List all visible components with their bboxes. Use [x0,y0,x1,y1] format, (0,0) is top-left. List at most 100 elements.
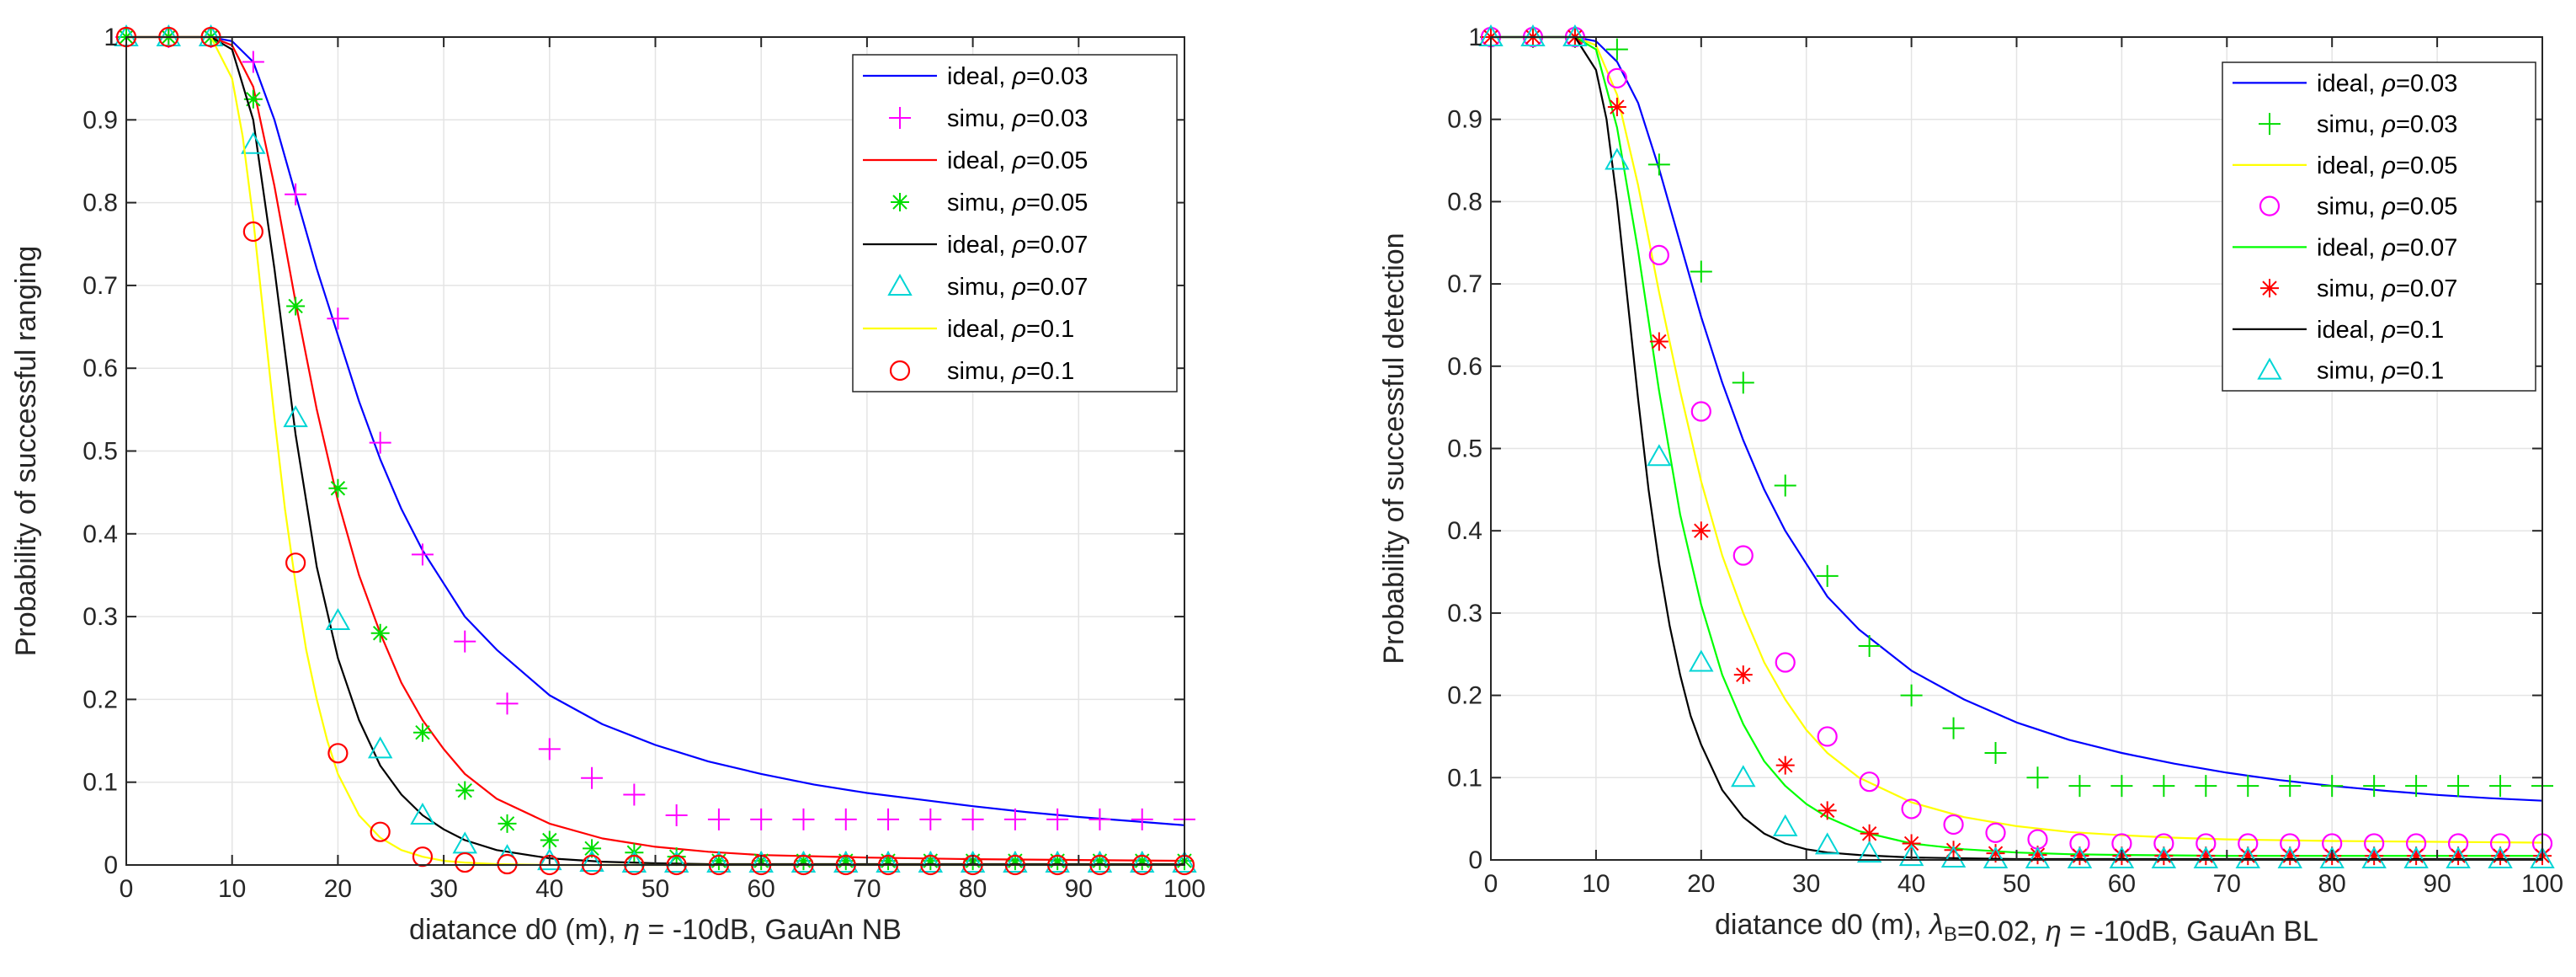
data-point-plus [1900,684,1923,707]
y-tick-label: 1 [1468,24,1482,51]
data-point-triangle [706,850,732,873]
y-tick-label: 0.4 [82,521,118,548]
data-point-circle [327,743,349,764]
legend-entry-label: simu, ρ=0.03 [2317,111,2457,138]
y-tick-label: 0.7 [82,272,118,300]
legend-marker-circle [889,360,911,382]
y-tick-label: 0.4 [1447,517,1482,545]
data-point-triangle [1087,850,1113,873]
data-point-plus [792,808,815,830]
x-tick-label: 0 [1484,870,1498,898]
data-point-plus [2363,775,2386,798]
y-axis-label: Probability of successful detection [1378,232,1410,664]
data-point-triangle [1689,649,1714,672]
y-tick-label: 0 [104,852,118,879]
data-point-triangle [2361,846,2387,869]
data-point-plus [2110,775,2133,798]
x-tick-label: 80 [959,875,987,903]
data-point-triangle [1983,846,2009,869]
y-tick-label: 0.1 [1447,764,1482,792]
data-point-circle [370,821,391,842]
data-point-triangle [283,405,308,428]
x-tick-label: 10 [218,875,246,903]
data-point-triangle [2193,846,2219,869]
y-tick-label: 0.8 [82,190,118,217]
data-point-plus [454,630,476,653]
y-tick-label: 0.2 [82,686,118,713]
data-point-triangle [1898,844,1924,867]
x-tick-label: 20 [1687,870,1715,898]
data-point-triangle [1003,850,1028,873]
data-point-triangle [2109,846,2135,869]
data-point-circle [1732,545,1754,566]
y-tick-label: 0.3 [1447,600,1482,627]
data-point-asterisk [2365,846,2384,866]
data-point-triangle [876,850,901,873]
data-point-asterisk [1691,521,1711,541]
legend-entry-label: ideal, ρ=0.1 [947,316,1074,343]
data-point-plus [1774,474,1796,497]
legend-entry-label: simu, ρ=0.07 [947,274,1088,301]
data-point-circle [1901,798,1922,820]
x-tick-label: 50 [641,875,669,903]
series-line [126,35,1185,826]
data-point-circle [1690,401,1711,422]
data-point-asterisk [879,852,898,871]
data-point-asterisk [836,852,855,871]
data-point-plus [1647,153,1670,176]
y-tick-label: 0.6 [82,355,118,382]
data-point-plus [1942,717,1965,739]
y-tick-label: 0.6 [1447,353,1482,381]
data-point-asterisk [1986,844,2005,863]
data-point-triangle [2277,846,2302,869]
legend-entry-label: simu, ρ=0.05 [2317,194,2457,221]
data-point-asterisk [1649,332,1669,351]
data-point-triangle [2488,846,2513,869]
data-point-triangle [748,850,774,873]
data-point-asterisk [1944,841,1963,860]
data-point-triangle [1520,24,1546,46]
data-point-circle [285,553,306,574]
x-tick-label: 30 [1792,870,1820,898]
data-point-asterisk [540,830,559,850]
data-point-asterisk [921,852,940,871]
x-axis-label: diatance d0 (m), λB=0.02, η = -10dB, Gau… [1715,909,2318,948]
data-point-plus [750,808,773,830]
data-point-plus [327,307,349,330]
x-tick-label: 20 [324,875,352,903]
legend-marker-asterisk [891,193,909,211]
data-point-triangle [1647,444,1672,467]
data-point-plus [242,51,264,73]
x-tick-label: 80 [2318,870,2346,898]
legend-marker-plus [889,107,911,129]
legend-entry-label: simu, ρ=0.1 [2317,358,2444,385]
data-point-plus [707,808,730,830]
legend-entry-label: ideal, ρ=0.05 [947,147,1088,174]
data-point-plus [623,783,646,806]
legend-entry-label: simu, ρ=0.03 [947,105,1088,132]
data-point-asterisk [2070,846,2089,866]
y-tick-label: 0.5 [1447,435,1482,463]
data-point-circle [412,846,434,868]
data-point-asterisk [2449,846,2468,866]
y-tick-label: 0.3 [82,603,118,631]
data-point-plus [1605,38,1628,61]
legend-entry-label: ideal, ρ=0.07 [2317,234,2457,261]
series-line [1491,35,2543,844]
x-tick-label: 60 [748,875,775,903]
legend-marker-circle [2259,195,2281,216]
data-point-triangle [1856,841,1882,863]
data-point-plus [1046,808,1069,830]
data-point-asterisk [412,723,432,742]
data-point-triangle [537,848,562,871]
legend-entry-label: ideal, ρ=0.07 [947,232,1088,259]
data-point-plus [1816,564,1839,587]
series-line [126,35,1185,862]
data-point-plus [1858,634,1881,657]
data-point-circle [455,852,476,873]
x-tick-label: 100 [1163,875,1206,903]
data-point-circle [1943,814,1964,836]
data-point-asterisk [2407,846,2426,866]
data-point-asterisk [455,781,475,800]
data-point-triangle [663,850,689,873]
